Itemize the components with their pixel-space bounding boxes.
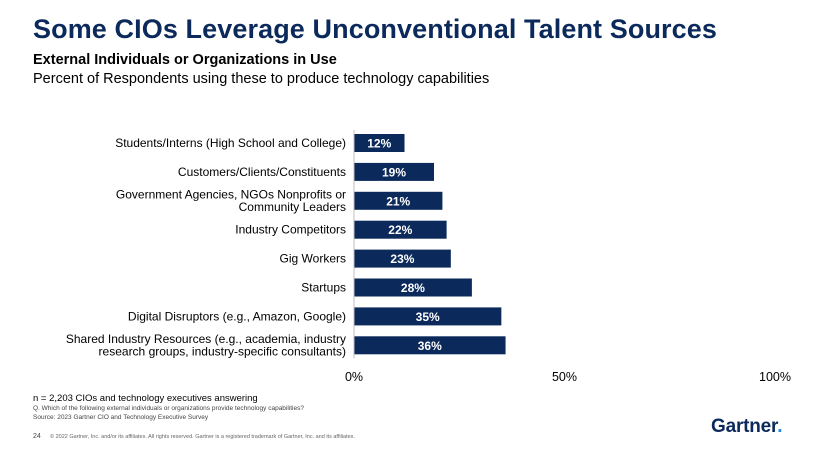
- category-label-3: Industry Competitors: [235, 223, 346, 237]
- copyright-notice: © 2022 Gartner, Inc. and/or its affiliat…: [50, 434, 355, 440]
- bar-5: [354, 278, 472, 297]
- category-label-2: Government Agencies, NGOs Nonprofits or C…: [116, 188, 346, 215]
- category-label-0: Students/Interns (High School and Colleg…: [115, 136, 346, 150]
- gartner-logo: Gartner.: [711, 416, 782, 438]
- sample-size-note: n = 2,203 CIOs and technology executives…: [33, 393, 258, 404]
- slide-title: Some CIOs Leverage Unconventional Talent…: [33, 14, 717, 44]
- bar-value-label-5: 28%: [401, 281, 425, 295]
- bar-6: [354, 307, 502, 326]
- bar-value-label-4: 23%: [390, 252, 414, 266]
- logo-dot: .: [777, 416, 783, 437]
- bar-2: [354, 191, 443, 210]
- bar-chart: 12% Students/Interns (High School and Col…: [66, 130, 791, 384]
- category-label-7: Shared Industry Resources (e.g., academi…: [66, 332, 346, 359]
- bar-value-label-7: 36%: [418, 339, 442, 353]
- chart-description: Percent of Respondents using these to pr…: [33, 71, 490, 87]
- x-tick-label-0: 0%: [345, 370, 363, 384]
- bar-value-label-6: 35%: [416, 310, 440, 324]
- survey-question: Q. Which of the following external indiv…: [33, 405, 304, 412]
- category-label-4: Gig Workers: [280, 252, 346, 266]
- x-tick-label-2: 100%: [759, 370, 791, 384]
- bar-4: [354, 249, 451, 268]
- category-label-5: Startups: [301, 281, 346, 295]
- source-note: Source: 2023 Gartner CIO and Technology …: [33, 414, 209, 421]
- bar-value-label-1: 19%: [382, 165, 406, 179]
- bar-7: [354, 336, 506, 355]
- bar-0: [354, 134, 405, 152]
- category-label-6: Digital Disruptors (e.g., Amazon, Google…: [128, 309, 346, 323]
- bar-value-label-3: 22%: [388, 223, 412, 237]
- x-tick-label-1: 50%: [552, 370, 577, 384]
- bar-3: [354, 220, 447, 239]
- bar-1: [354, 162, 434, 181]
- logo-text: Gartner: [711, 416, 778, 437]
- chart-subtitle: External Individuals or Organizations in…: [33, 52, 337, 68]
- bar-value-label-2: 21%: [386, 194, 410, 208]
- bar-value-label-0: 12%: [367, 137, 391, 151]
- category-label-1: Customers/Clients/Constituents: [178, 165, 346, 179]
- page-number: 24: [33, 433, 41, 440]
